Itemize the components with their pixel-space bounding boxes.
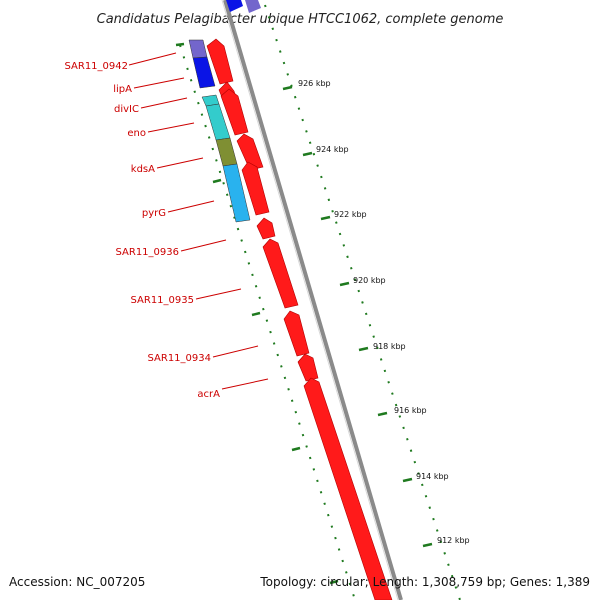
tick-label-920: 920 kbp — [353, 276, 386, 285]
major-tick-912 — [422, 542, 433, 548]
gene-arrow[interactable] — [256, 217, 276, 240]
major-tick-924 — [302, 151, 313, 157]
inner-major-tick — [329, 579, 339, 585]
gene-arrow[interactable] — [283, 310, 310, 357]
label-sar11-0936[interactable]: SAR11_0936 — [116, 247, 180, 258]
gene-block-sar11-0942[interactable] — [188, 39, 208, 59]
tick-label-918: 918 kbp — [373, 342, 406, 351]
gene-arrow[interactable] — [206, 38, 234, 85]
reverse-strand-genes — [188, 39, 251, 223]
label-lipA[interactable]: lipA — [113, 84, 132, 95]
outer-tick-ring: 926 kbp 924 kbp 922 kbp 920 kbp 918 kbp … — [264, 4, 470, 600]
tick-label-922: 922 kbp — [334, 210, 367, 219]
label-pyrG[interactable]: pyrG — [142, 208, 166, 219]
major-tick-914 — [402, 477, 413, 483]
genome-backbone — [221, 0, 403, 600]
major-tick-918 — [358, 346, 369, 352]
major-tick-920 — [339, 281, 350, 287]
gene-arrow[interactable] — [220, 88, 249, 136]
label-sar11-0934[interactable]: SAR11_0934 — [148, 353, 212, 364]
inner-major-tick — [175, 42, 185, 47]
gene-arrow[interactable] — [262, 238, 299, 309]
gene-arrow[interactable] — [303, 377, 393, 600]
inner-major-tick — [291, 446, 301, 452]
gene-arrow[interactable] — [297, 353, 319, 382]
major-ticks — [282, 85, 433, 548]
accession-text: Accession: NC_007205 — [9, 575, 145, 589]
gene-block-kdsA[interactable] — [215, 137, 238, 167]
label-divIC[interactable]: divIC — [114, 104, 139, 115]
map-title: Candidatus Pelagibacter ubique HTCC1062,… — [97, 12, 504, 27]
tick-label-924: 924 kbp — [316, 145, 349, 154]
tick-label-914: 914 kbp — [416, 472, 449, 481]
major-tick-922 — [320, 215, 331, 221]
forward-strand-genes — [206, 38, 393, 600]
gene-block-lipA[interactable] — [192, 56, 216, 89]
major-tick-916 — [377, 411, 388, 417]
label-kdsA[interactable]: kdsA — [131, 164, 155, 175]
inner-major-tick — [212, 178, 222, 184]
label-sar11-0942[interactable]: SAR11_0942 — [65, 61, 129, 72]
gene-block[interactable] — [226, 0, 243, 12]
genome-summary-text: Topology: circular; Length: 1,308,759 bp… — [259, 575, 590, 589]
inner-major-tick — [251, 311, 261, 317]
inner-tick-ring — [175, 42, 356, 600]
gene-block-pyrG[interactable] — [222, 163, 251, 223]
gene-labels: SAR11_0942 lipA divIC eno kdsA pyrG SAR1… — [65, 52, 269, 400]
gene-block[interactable] — [245, 0, 261, 13]
label-sar11-0935[interactable]: SAR11_0935 — [131, 295, 195, 306]
tick-label-912: 912 kbp — [437, 536, 470, 545]
top-genes — [226, 0, 261, 13]
gene-arrow[interactable] — [241, 161, 270, 216]
label-eno[interactable]: eno — [127, 128, 146, 139]
tick-label-926: 926 kbp — [298, 79, 331, 88]
tick-label-916: 916 kbp — [394, 406, 427, 415]
major-tick-926 — [282, 85, 293, 91]
label-acrA[interactable]: acrA — [197, 389, 220, 400]
